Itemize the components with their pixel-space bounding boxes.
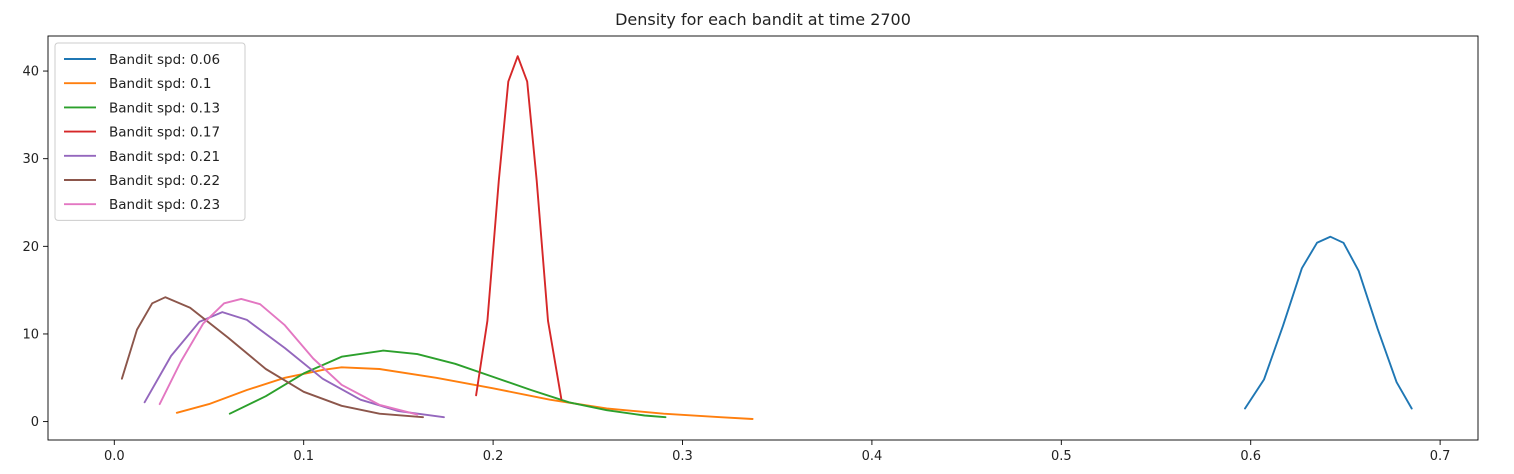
legend: Bandit spd: 0.06 Bandit spd: 0.1 Bandit sp… (54, 42, 246, 221)
legend-label: Bandit spd: 0.17 (109, 125, 220, 141)
series-line-7 (158, 297, 419, 416)
series-line-5 (143, 311, 445, 419)
legend-label: Bandit spd: 0.21 (109, 149, 220, 165)
y-axis: 0 10 20 30 40 (22, 65, 48, 430)
x-tick-label: 0.1 (293, 449, 314, 464)
chart-title: Density for each bandit at time 2700 (615, 10, 911, 29)
legend-label: Bandit spd: 0.23 (109, 197, 220, 213)
series-line-2 (175, 366, 754, 420)
x-tick-label: 0.3 (672, 449, 693, 464)
y-tick-label: 20 (22, 240, 39, 255)
x-tick-label: 0.6 (1240, 449, 1261, 464)
legend-label: Bandit spd: 0.1 (109, 76, 211, 92)
x-tick-label: 0.7 (1430, 449, 1451, 464)
series-line-3 (228, 349, 667, 419)
legend-box (54, 42, 246, 221)
x-tick-label: 0.4 (862, 449, 883, 464)
series-line-1 (1244, 235, 1413, 410)
legend-label: Bandit spd: 0.13 (109, 100, 220, 116)
plot-frame (47, 35, 1479, 441)
series-line-6 (120, 296, 424, 419)
y-tick-label: 0 (31, 415, 39, 430)
legend-label: Bandit spd: 0.06 (109, 52, 220, 68)
legend-label: Bandit spd: 0.22 (109, 173, 220, 189)
y-tick-label: 30 (22, 152, 39, 167)
x-tick-label: 0.5 (1051, 449, 1072, 464)
y-tick-label: 40 (22, 65, 39, 80)
y-tick-label: 10 (22, 327, 39, 342)
x-axis: 0.0 0.1 0.2 0.3 0.4 0.5 0.6 0.7 (104, 440, 1451, 464)
series-line-4 (475, 55, 563, 400)
plot-lines (120, 55, 1413, 420)
x-tick-label: 0.0 (104, 449, 125, 464)
x-tick-label: 0.2 (483, 449, 504, 464)
